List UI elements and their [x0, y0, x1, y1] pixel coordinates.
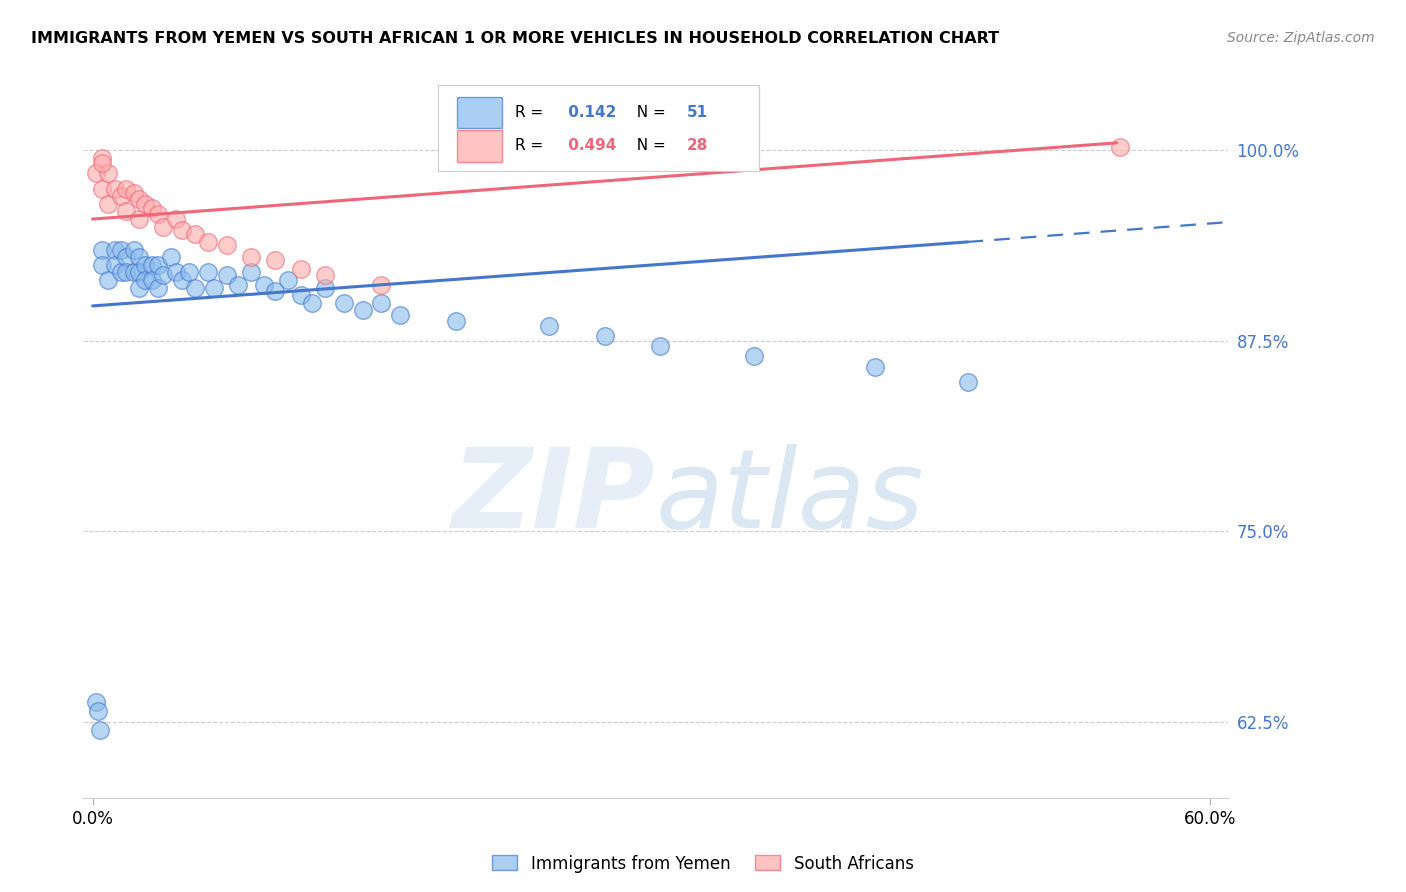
Point — [91, 258, 114, 272]
Point — [170, 223, 193, 237]
Point — [290, 262, 312, 277]
Point — [152, 219, 174, 234]
Point — [115, 204, 138, 219]
Point — [370, 277, 392, 292]
Point — [253, 277, 276, 292]
Point — [264, 253, 287, 268]
Point — [1109, 140, 1132, 154]
Point — [239, 250, 262, 264]
Point — [104, 258, 127, 272]
Point — [215, 238, 238, 252]
Point — [239, 265, 262, 279]
Point — [89, 723, 111, 737]
Point — [314, 268, 336, 283]
Point — [141, 202, 163, 216]
Point — [314, 280, 336, 294]
Text: ZIP: ZIP — [453, 444, 655, 551]
Point — [290, 288, 312, 302]
Point — [264, 284, 287, 298]
Point — [115, 265, 138, 279]
Legend: Immigrants from Yemen, South Africans: Immigrants from Yemen, South Africans — [485, 848, 921, 880]
Point — [537, 318, 560, 333]
Point — [333, 296, 356, 310]
Point — [197, 235, 219, 249]
Point — [141, 273, 163, 287]
Point — [115, 181, 138, 195]
Point — [110, 189, 132, 203]
Point — [352, 303, 374, 318]
Point — [388, 308, 411, 322]
Point — [128, 192, 150, 206]
Point — [170, 273, 193, 287]
Text: N =: N = — [627, 105, 671, 120]
Point — [96, 273, 118, 287]
Point — [179, 265, 201, 279]
Point — [104, 181, 127, 195]
Point — [122, 243, 145, 257]
Point — [91, 155, 114, 169]
Point — [146, 258, 169, 272]
Point — [141, 258, 163, 272]
Point — [215, 268, 238, 283]
Point — [165, 265, 187, 279]
Point — [91, 181, 114, 195]
Point — [122, 186, 145, 201]
Text: R =: R = — [515, 105, 548, 120]
Text: atlas: atlas — [655, 444, 924, 551]
Point — [91, 151, 114, 165]
FancyBboxPatch shape — [439, 86, 759, 171]
Text: 51: 51 — [686, 105, 707, 120]
Text: R =: R = — [515, 138, 548, 153]
Point — [122, 265, 145, 279]
Point — [301, 296, 323, 310]
Point — [128, 265, 150, 279]
Point — [184, 227, 207, 242]
Point — [593, 329, 616, 343]
Point — [226, 277, 249, 292]
Point — [370, 296, 392, 310]
Text: Source: ZipAtlas.com: Source: ZipAtlas.com — [1227, 31, 1375, 45]
Point — [86, 695, 108, 709]
Text: IMMIGRANTS FROM YEMEN VS SOUTH AFRICAN 1 OR MORE VEHICLES IN HOUSEHOLD CORRELATI: IMMIGRANTS FROM YEMEN VS SOUTH AFRICAN 1… — [31, 31, 1000, 46]
Point — [110, 265, 132, 279]
Point — [152, 268, 174, 283]
Point — [159, 250, 181, 264]
Point — [184, 280, 207, 294]
Point — [863, 359, 886, 374]
Text: 28: 28 — [686, 138, 709, 153]
Point — [277, 273, 299, 287]
Text: 0.142: 0.142 — [562, 105, 616, 120]
Point — [202, 280, 225, 294]
FancyBboxPatch shape — [457, 130, 502, 161]
Point — [444, 314, 467, 328]
Point — [146, 280, 169, 294]
FancyBboxPatch shape — [457, 97, 502, 128]
Point — [134, 196, 156, 211]
Point — [146, 207, 169, 221]
Text: N =: N = — [627, 138, 671, 153]
Point — [134, 273, 156, 287]
Point — [115, 250, 138, 264]
Point — [128, 212, 150, 227]
Point — [96, 196, 118, 211]
Point — [650, 338, 672, 352]
Point — [128, 250, 150, 264]
Point — [91, 243, 114, 257]
Point — [742, 349, 765, 363]
Point — [956, 375, 979, 389]
Point — [110, 243, 132, 257]
Point — [165, 212, 187, 227]
Point — [134, 258, 156, 272]
Point — [197, 265, 219, 279]
Point — [96, 166, 118, 180]
Point — [104, 243, 127, 257]
Point — [128, 280, 150, 294]
Point — [86, 166, 108, 180]
Text: 0.494: 0.494 — [562, 138, 616, 153]
Point — [87, 704, 110, 718]
